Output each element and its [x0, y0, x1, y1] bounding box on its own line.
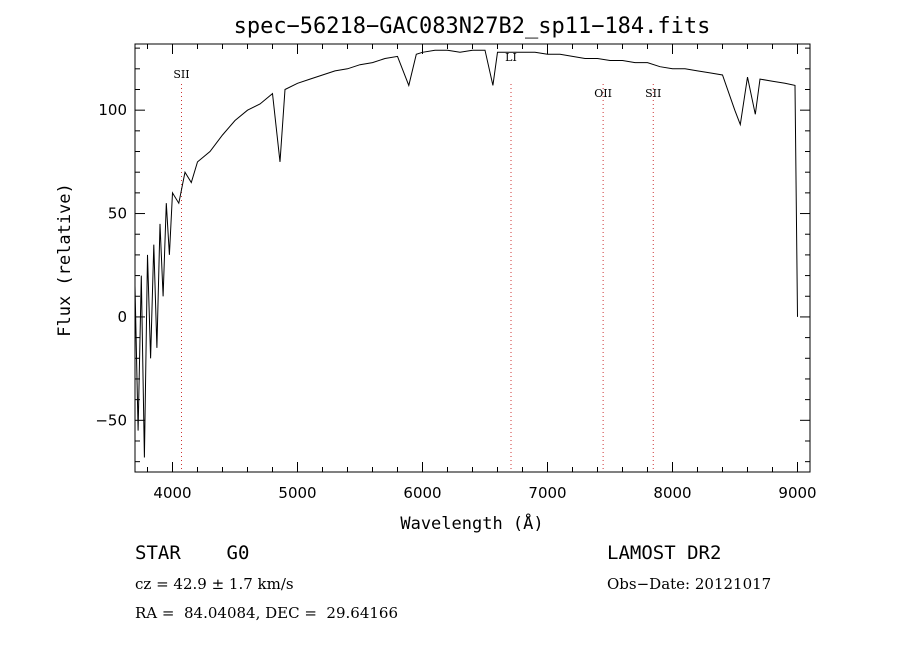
plot-frame	[134, 43, 811, 473]
y-tick-label: 50	[108, 205, 127, 223]
y-axis-ticks: −50 0 50 100	[95, 47, 810, 463]
y-axis-label: Flux (relative)	[55, 183, 75, 337]
survey-label: LAMOST DR2	[607, 542, 722, 564]
line-markers: SII LI OII SII	[173, 51, 661, 472]
x-axis-ticks: 4000 5000 6000 7000 8000 9000	[147, 44, 817, 502]
y-tick-label: −50	[95, 411, 127, 429]
x-tick-label: 8000	[653, 484, 691, 502]
x-tick-label: 4000	[153, 484, 191, 502]
y-tick-label: 0	[117, 308, 127, 326]
obs-date-label: Obs−Date: 20121017	[607, 575, 772, 593]
x-tick-label: 6000	[403, 484, 441, 502]
x-tick-label: 9000	[778, 484, 816, 502]
redshift-label: cz = 42.9 ± 1.7 km/s	[135, 575, 294, 593]
classification-label: STAR G0	[135, 542, 250, 564]
line-marker-label: SII	[173, 68, 189, 81]
x-tick-label: 7000	[528, 484, 566, 502]
line-marker-label: SII	[645, 87, 661, 100]
x-tick-label: 5000	[278, 484, 316, 502]
chart-title: spec−56218−GAC083N27B2_sp11−184.fits	[234, 14, 711, 39]
coordinates-label: RA = 84.04084, DEC = 29.64166	[135, 604, 399, 622]
line-marker-label: LI	[505, 51, 517, 64]
x-axis-label: Wavelength (Å)	[400, 512, 543, 534]
line-marker-label: OII	[594, 87, 612, 100]
spectrum-line	[134, 49, 798, 458]
y-tick-label: 100	[98, 101, 127, 119]
